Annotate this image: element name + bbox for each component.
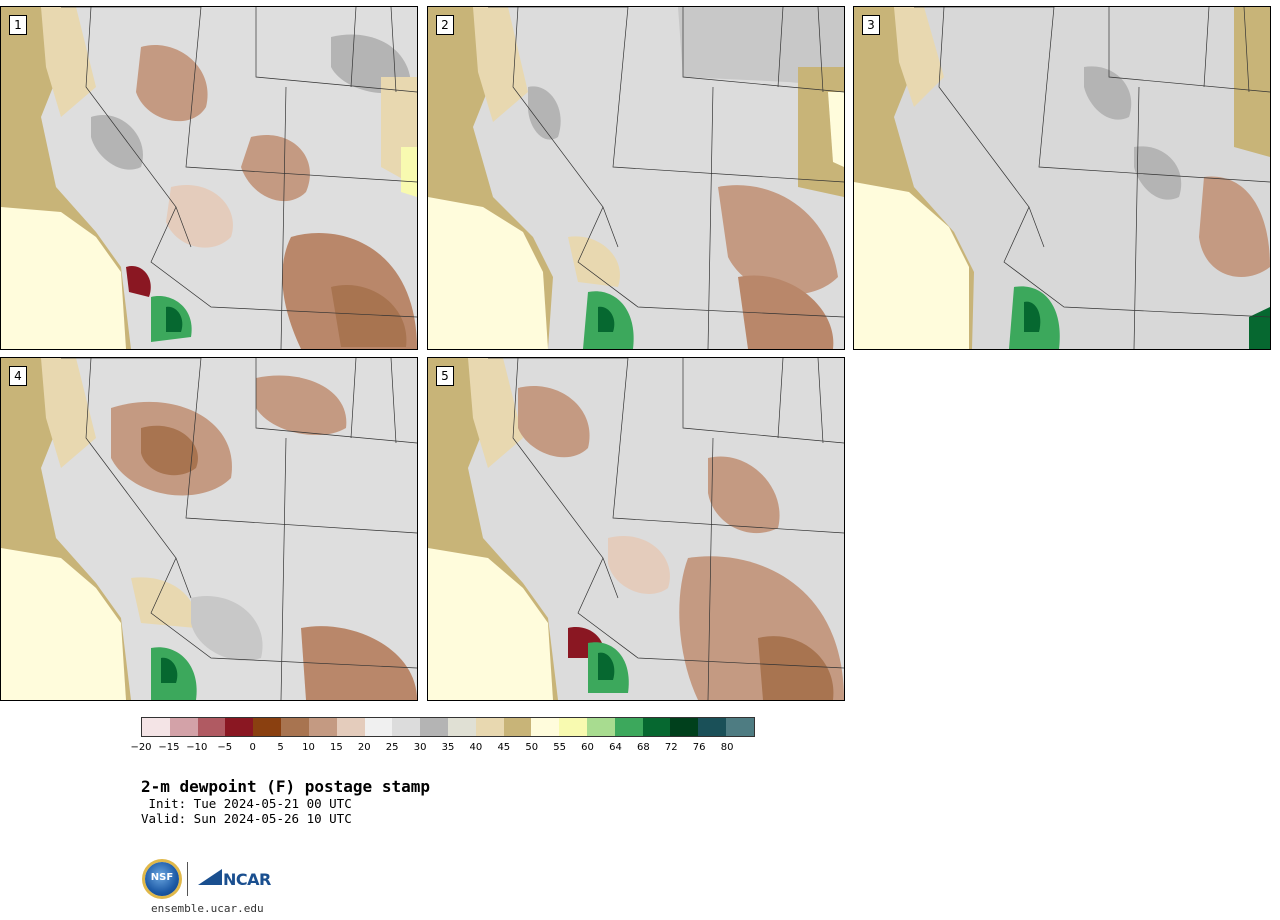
nsf-logo: NSF <box>145 862 179 896</box>
colorbar-swatch <box>726 718 754 736</box>
logo-divider <box>187 862 188 896</box>
map-panel-2: 2 <box>427 6 845 350</box>
colorbar-swatch <box>614 718 643 736</box>
colorbar-tick-label: −5 <box>217 742 233 753</box>
ncar-logo-mark <box>198 869 222 885</box>
colorbar-tick-label: 35 <box>441 742 455 753</box>
dewpoint-map-3 <box>854 7 1270 349</box>
colorbar-ticks: −20 −15 −10 −5 0 5 10 15 20 25 30 35 40 45 50 55 60 64 68 7… <box>130 742 755 756</box>
colorbar-tick-label: 45 <box>497 742 511 753</box>
map-panel-5: 5 <box>427 357 845 701</box>
colorbar-tick-label: 50 <box>525 742 539 753</box>
panel-number: 3 <box>862 15 880 35</box>
logos: NSF NCAR <box>145 860 285 900</box>
dewpoint-map-1 <box>1 7 417 349</box>
colorbar-tick-label: 72 <box>664 742 678 753</box>
colorbar-tick-label: 40 <box>469 742 483 753</box>
ncar-logo: NCAR <box>223 870 271 889</box>
colorbar-tick-label: 60 <box>581 742 594 753</box>
dewpoint-map-5 <box>428 358 844 700</box>
colorbar-tick-label: 5 <box>277 742 284 753</box>
map-panel-1: 1 <box>0 6 418 350</box>
dewpoint-map-4 <box>1 358 417 700</box>
colorbar-tick-label: 64 <box>609 742 622 753</box>
dewpoint-map-2 <box>428 7 844 349</box>
colorbar-swatch <box>392 718 421 736</box>
colorbar-tick-label: 30 <box>413 742 427 753</box>
colorbar <box>141 717 755 737</box>
map-panel-3: 3 <box>853 6 1271 350</box>
colorbar-swatch <box>503 718 532 736</box>
colorbar-swatch <box>698 718 727 736</box>
colorbar-swatch <box>531 718 560 736</box>
colorbar-tick-label: 25 <box>385 742 399 753</box>
colorbar-swatch <box>142 718 170 736</box>
colorbar-tick-label: 0 <box>249 742 256 753</box>
colorbar-tick-label: −15 <box>158 742 180 753</box>
colorbar-swatch <box>420 718 448 736</box>
panel-number: 1 <box>9 15 27 35</box>
colorbar-swatch <box>308 718 337 736</box>
website-link[interactable]: ensemble.ucar.edu <box>151 902 264 915</box>
colorbar-tick-label: 10 <box>302 742 315 753</box>
colorbar-swatch <box>281 718 309 736</box>
init-time: Init: Tue 2024-05-21 00 UTC <box>141 796 352 811</box>
colorbar-swatch <box>225 718 254 736</box>
panel-number: 5 <box>436 366 454 386</box>
colorbar-tick-label: 55 <box>553 742 566 753</box>
colorbar-tick-label: −20 <box>130 742 152 753</box>
colorbar-tick-label: −10 <box>186 742 208 753</box>
colorbar-swatch <box>587 718 615 736</box>
colorbar-swatch <box>197 718 226 736</box>
figure-title: 2-m dewpoint (F) postage stamp <box>141 777 430 796</box>
colorbar-swatch <box>253 718 282 736</box>
map-panel-4: 4 <box>0 357 418 701</box>
colorbar-swatch <box>169 718 198 736</box>
colorbar-tick-label: 80 <box>720 742 734 753</box>
colorbar-tick-label: 15 <box>329 742 343 753</box>
colorbar-tick-label: 76 <box>692 742 706 753</box>
colorbar-tick-label: 68 <box>636 742 650 753</box>
colorbar-swatch <box>447 718 476 736</box>
colorbar-tick-label: 20 <box>357 742 371 753</box>
colorbar-swatch <box>642 718 671 736</box>
valid-time: Valid: Sun 2024-05-26 10 UTC <box>141 811 352 826</box>
colorbar-swatch <box>364 718 393 736</box>
colorbar-swatch <box>336 718 365 736</box>
colorbar-swatch <box>670 718 699 736</box>
colorbar-swatch <box>475 718 504 736</box>
panel-number: 4 <box>9 366 27 386</box>
colorbar-swatch <box>559 718 587 736</box>
panel-number: 2 <box>436 15 454 35</box>
